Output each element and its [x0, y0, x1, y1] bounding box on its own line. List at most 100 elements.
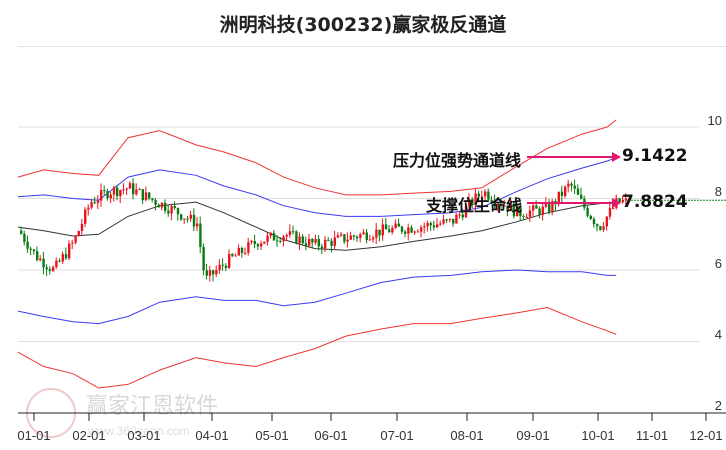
candle-body	[407, 227, 410, 234]
resistance-arrow-head	[612, 152, 621, 162]
watermark-url: www.360gann.com	[88, 424, 190, 438]
x-tick-02-01: 02-01	[72, 428, 106, 443]
candle-body	[20, 230, 23, 234]
candle-body	[45, 267, 48, 270]
candle-body	[532, 205, 535, 211]
candle-body	[372, 237, 375, 240]
candle-body	[426, 223, 429, 227]
candle-body	[327, 239, 330, 241]
candle-body	[516, 205, 519, 217]
candle-body	[180, 214, 183, 220]
inner-lower-band-line	[17, 269, 617, 325]
candle-body	[541, 206, 544, 215]
candle-body	[215, 270, 218, 275]
candle-body	[336, 235, 340, 238]
candle-body	[205, 270, 208, 276]
candle-body	[189, 214, 192, 219]
y-tick-10: 10	[707, 113, 722, 128]
candle-body	[196, 223, 199, 227]
candle-body	[237, 247, 240, 256]
x-tick-03-01: 03-01	[127, 428, 161, 443]
candle-body	[64, 254, 68, 259]
candle-body	[519, 205, 522, 216]
candle-body	[26, 241, 29, 249]
candle-body	[29, 248, 32, 250]
candle-body	[452, 218, 455, 224]
candle-body	[346, 239, 349, 242]
x-tick-01-01: 01-01	[17, 428, 51, 443]
candle-body	[58, 260, 61, 262]
candle-body	[567, 183, 570, 187]
candle-body	[436, 224, 439, 228]
candle-body	[253, 241, 256, 245]
candle-body	[106, 190, 109, 199]
support-value: 7.8824	[622, 192, 688, 212]
candle-body	[93, 202, 96, 204]
candle-body	[570, 183, 573, 186]
candle-body	[256, 244, 260, 247]
candle-body	[538, 208, 541, 215]
x-tick-10-01: 10-01	[581, 428, 615, 443]
candle-body	[612, 207, 615, 209]
candle-body	[384, 224, 388, 230]
candle-body	[208, 270, 212, 276]
y-tick-6: 6	[714, 256, 722, 271]
candle-body	[416, 231, 420, 233]
candle-body	[87, 207, 90, 210]
candle-body	[439, 223, 442, 225]
chart-title: 洲明科技(300232)赢家极反通道	[219, 14, 507, 36]
candle-body	[84, 209, 87, 224]
candle-body	[605, 216, 608, 227]
candle-body	[23, 233, 26, 242]
candle-body	[32, 249, 36, 252]
y-tick-8: 8	[714, 184, 722, 199]
candle-body	[557, 191, 560, 205]
candle-body	[560, 191, 564, 196]
candle-body	[461, 214, 464, 218]
candle-body	[343, 234, 346, 242]
candle-body	[173, 205, 176, 208]
candle-body	[157, 204, 160, 208]
x-tick-08-01: 08-01	[450, 428, 484, 443]
title-divider	[18, 46, 726, 47]
candle-body	[42, 258, 45, 268]
candle-body	[464, 205, 468, 218]
candle-body	[340, 234, 343, 236]
candle-body	[580, 194, 583, 199]
support-arrow-head	[612, 198, 621, 208]
candle-body	[477, 193, 480, 197]
candle-body	[365, 232, 368, 241]
candle-body	[141, 189, 144, 201]
candle-body	[503, 205, 506, 207]
candle-body	[544, 203, 548, 207]
candle-body	[455, 214, 458, 224]
candle-body	[308, 238, 311, 246]
candle-body	[484, 191, 487, 197]
candle-body	[240, 247, 244, 253]
candle-body	[471, 199, 474, 206]
mid-line-line	[17, 201, 617, 251]
candle-body	[474, 193, 477, 206]
x-tick-07-01: 07-01	[380, 428, 414, 443]
candle-body	[445, 219, 448, 221]
candle-body	[260, 243, 263, 247]
candle-body	[212, 270, 215, 275]
candle-body	[228, 254, 231, 268]
candle-body	[608, 208, 612, 217]
candle-body	[74, 236, 77, 243]
candle-body	[119, 190, 122, 197]
candle-body	[167, 210, 170, 214]
candle-body	[397, 223, 400, 227]
candle-body	[218, 264, 221, 271]
candle-body	[410, 227, 413, 233]
candle-body	[176, 207, 180, 215]
candle-body	[589, 215, 592, 219]
candle-body	[68, 243, 71, 259]
candle-body	[138, 189, 141, 191]
support-label: 支撑位生命线	[426, 196, 523, 215]
candle-body	[487, 191, 490, 200]
candle-body	[618, 198, 621, 203]
candle-body	[52, 267, 55, 271]
candle-body	[576, 188, 580, 195]
x-tick-05-01: 05-01	[255, 428, 289, 443]
